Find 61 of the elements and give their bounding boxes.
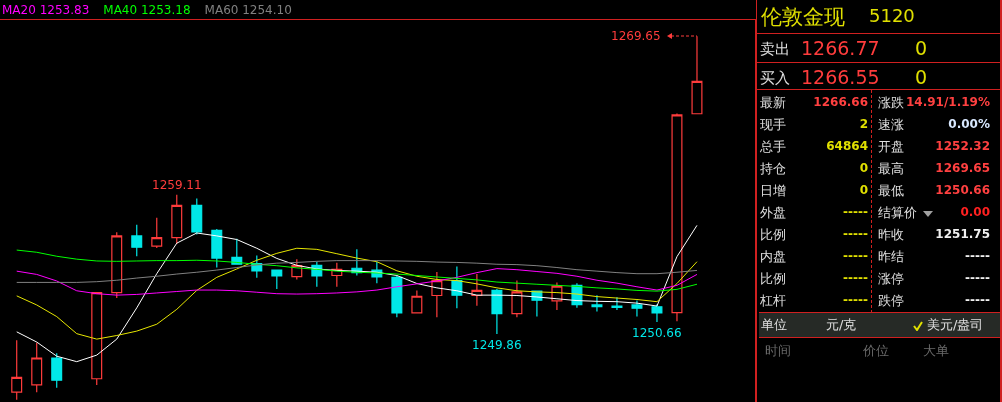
text: 最新	[760, 94, 786, 112]
text: 1269.65	[935, 161, 990, 175]
text: 最高	[878, 160, 904, 178]
text: 1266.55	[801, 66, 880, 88]
text: 价位	[863, 342, 889, 360]
annotation: 1259.11	[152, 178, 202, 192]
text: 卖出	[760, 40, 790, 59]
text: 0	[859, 161, 868, 175]
text: 64864	[826, 139, 868, 153]
text: MA60 1254.10	[204, 3, 292, 17]
text: -----	[843, 293, 868, 307]
text: 比例	[760, 270, 786, 288]
text: -----	[843, 271, 868, 285]
text: 0.00%	[948, 117, 990, 131]
text: 2	[859, 117, 868, 131]
text: 1250.66	[935, 183, 990, 197]
text: 伦敦金现	[761, 4, 845, 31]
text: 昨结	[878, 248, 904, 266]
text: 14.91/1.19%	[906, 95, 990, 109]
annotation: 1249.86	[472, 338, 522, 352]
text: 单位	[761, 316, 787, 334]
text: 现手	[760, 116, 786, 134]
text: 0.00	[960, 205, 990, 219]
text: -----	[843, 249, 868, 263]
text: 涨停	[878, 270, 904, 288]
text: 结算价	[878, 204, 917, 222]
text: 杠杆	[760, 292, 786, 310]
text: -----	[843, 205, 868, 219]
text: 开盘	[878, 138, 904, 156]
text: 速涨	[878, 116, 904, 134]
text: -----	[965, 271, 990, 285]
text: 1266.77	[801, 37, 880, 59]
annotation: 1269.65	[611, 29, 661, 43]
text: 日增	[760, 182, 786, 200]
text: 大单	[923, 342, 949, 360]
text: 跌停	[878, 292, 904, 310]
text: 涨跌	[878, 94, 904, 112]
text: 总手	[760, 138, 786, 156]
text: -----	[843, 227, 868, 241]
text: 0	[859, 183, 868, 197]
text: 1252.32	[935, 139, 990, 153]
text: 1251.75	[935, 227, 990, 241]
text: MA20 1253.83	[2, 3, 90, 17]
text: 最低	[878, 182, 904, 200]
text: 元/克	[826, 316, 857, 334]
text: 0	[915, 66, 928, 88]
text: 买入	[760, 69, 790, 88]
text: 1266.66	[813, 95, 868, 109]
annotation: 1250.66	[632, 326, 682, 340]
text: 持仓	[760, 160, 786, 178]
text: 时间	[765, 342, 791, 360]
text: 0	[915, 37, 928, 59]
text: -----	[965, 293, 990, 307]
text: -----	[965, 249, 990, 263]
text: 昨收	[878, 226, 904, 244]
text: MA40 1253.18	[103, 3, 191, 17]
text: 外盘	[760, 204, 786, 222]
text: 内盘	[760, 248, 786, 266]
text: 5120	[869, 5, 915, 26]
text: 美元/盎司	[927, 316, 984, 334]
text: 比例	[760, 226, 786, 244]
